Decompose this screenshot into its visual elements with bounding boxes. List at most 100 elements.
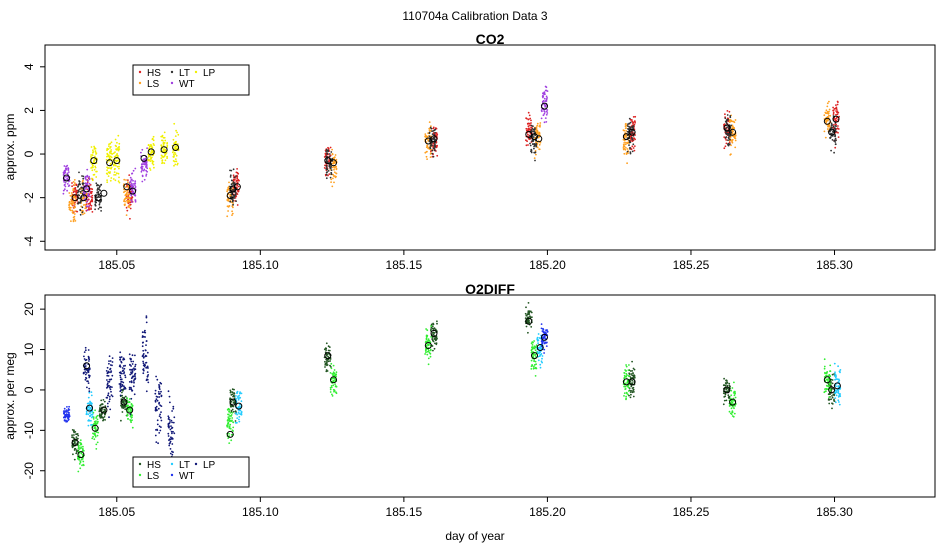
co2-point-wt: [134, 182, 137, 185]
o2diff-legend-label-lp: LP: [203, 460, 216, 471]
o2diff-legend-swatch-wt: [170, 473, 174, 477]
o2diff-point-ls: [331, 393, 333, 396]
o2diff-point-hs: [103, 416, 106, 418]
o2diff-point-hs: [101, 416, 103, 419]
co2-point-wt: [544, 89, 547, 92]
o2diff-point-hs: [75, 449, 78, 451]
o2diff-point-lp: [111, 361, 114, 363]
co2-point-hs: [527, 133, 529, 136]
co2-point-ls: [535, 141, 538, 144]
o2diff-point-lp: [88, 358, 91, 361]
co2-point-lp: [150, 156, 152, 159]
co2-point-lt: [81, 206, 84, 209]
co2-point-lt: [833, 151, 835, 154]
co2-point-lt: [81, 175, 83, 177]
o2diff-point-ls: [96, 414, 99, 417]
co2-point-hs: [836, 111, 838, 114]
co2-point-lt: [80, 186, 83, 189]
o2diff-point-ls: [131, 404, 134, 407]
o2diff-point-hs: [74, 447, 77, 450]
o2diff-point-ls: [731, 401, 734, 404]
co2-point-wt: [85, 201, 88, 204]
o2diff-point-lp: [108, 360, 110, 362]
co2-point-lt: [77, 186, 79, 188]
co2-point-lp: [93, 161, 95, 164]
o2diff-point-ls: [426, 335, 428, 338]
o2diff-point-hs: [229, 389, 232, 392]
co2-point-lt: [230, 196, 233, 198]
o2diff-point-lp: [147, 381, 150, 384]
co2-point-wt: [545, 121, 548, 123]
co2-point-lt: [78, 188, 81, 191]
o2diff-point-lp: [124, 376, 127, 379]
o2diff-point-lp: [158, 432, 161, 434]
co2-point-hs: [724, 113, 726, 116]
o2diff-point-ls: [829, 364, 832, 367]
o2diff-point-hs: [530, 326, 533, 328]
co2-plot-frame: [44, 44, 936, 251]
o2diff-point-ls: [227, 416, 230, 418]
co2-point-hs: [432, 132, 435, 134]
co2-point-lp: [110, 167, 112, 170]
o2diff-point-lp: [171, 453, 174, 456]
co2-point-lp: [90, 146, 93, 148]
co2-point-lp: [96, 170, 98, 173]
o2diff-point-hs: [323, 348, 326, 351]
o2diff-point-lp: [155, 441, 158, 443]
o2diff-point-lt: [235, 422, 238, 424]
o2diff-point-ls: [330, 367, 333, 370]
co2-point-lt: [830, 126, 833, 128]
co2-x-tick-label: 185.10: [242, 258, 279, 272]
o2diff-point-wt: [63, 407, 66, 410]
o2diff-point-ls: [425, 351, 427, 354]
o2diff-point-hs: [433, 338, 436, 340]
o2diff-point-lt: [89, 407, 92, 409]
o2diff-point-lp: [171, 410, 174, 412]
co2-point-lt: [232, 203, 235, 206]
co2-point-wt: [134, 200, 137, 203]
o2diff-point-hs: [122, 401, 125, 404]
co2-point-lp: [106, 181, 109, 184]
co2-point-ls: [73, 179, 76, 181]
co2-point-ls: [69, 209, 72, 212]
co2-point-lp: [175, 129, 178, 132]
co2-point-wt: [131, 188, 134, 191]
co2-point-lt: [432, 147, 435, 150]
o2diff-point-lp: [156, 378, 159, 381]
o2diff-point-ls: [429, 355, 432, 358]
o2diff-point-lp: [84, 378, 87, 381]
co2-point-lt: [325, 173, 328, 176]
o2diff-point-ls: [730, 400, 733, 402]
co2-point-ls: [231, 210, 234, 213]
o2diff-point-lp: [106, 372, 109, 375]
o2diff-point-lp: [129, 373, 132, 376]
o2diff-point-lt: [834, 397, 837, 399]
o2diff-point-lt: [537, 342, 539, 345]
o2diff-point-lp: [109, 388, 112, 391]
co2-point-lt: [534, 151, 537, 154]
o2diff-point-ls: [826, 371, 829, 373]
co2-point-ls: [429, 156, 432, 159]
co2-point-ls: [426, 158, 428, 161]
co2-point-lp: [114, 174, 117, 176]
o2diff-point-ls: [94, 432, 96, 435]
o2diff-mean-marker: [729, 398, 737, 406]
co2-point-ls: [83, 212, 86, 215]
co2-point-ls: [334, 162, 337, 164]
o2diff-point-hs: [329, 358, 332, 360]
co2-point-lp: [152, 160, 155, 163]
co2-mean-marker: [535, 135, 543, 143]
o2diff-point-ls: [92, 418, 95, 420]
co2-point-hs: [525, 117, 527, 119]
o2diff-point-wt: [68, 405, 70, 408]
co2-point-lp: [91, 169, 94, 172]
o2diff-point-hs: [525, 314, 528, 317]
o2diff-point-hs: [724, 384, 727, 387]
co2-point-ls: [74, 203, 76, 206]
o2diff-point-hs: [528, 319, 530, 322]
co2-point-ls: [538, 132, 541, 135]
o2diff-point-lt: [834, 373, 837, 376]
o2diff-point-lp: [111, 395, 114, 398]
co2-legend-label-ls: LS: [147, 79, 160, 90]
o2diff-point-ls: [429, 349, 432, 352]
